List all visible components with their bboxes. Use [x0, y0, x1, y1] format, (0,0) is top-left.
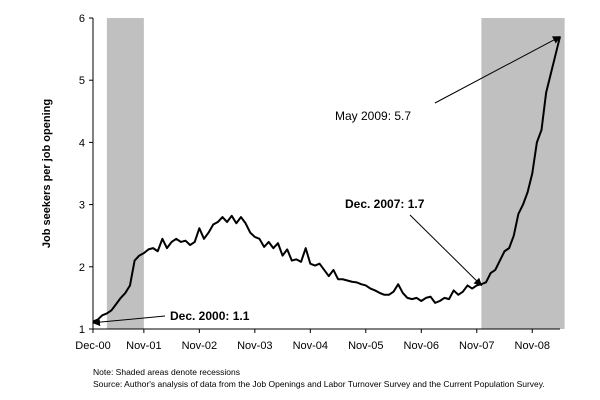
- recession-bands: [106, 18, 565, 329]
- note-text: Note: Shaded areas denote recessions: [93, 367, 240, 377]
- series-line: [92, 36, 561, 323]
- x-tick-label: Nov-02: [182, 340, 217, 352]
- annotation-arrow: [92, 315, 166, 327]
- x-tick-label: Nov-08: [515, 340, 550, 352]
- annotations: Dec. 2000: 1.1 Dec. 2007: 1.7 May 2009: 5.…: [92, 36, 561, 327]
- annotation-arrow: [409, 214, 483, 287]
- x-tick-label: Dec-00: [75, 340, 110, 352]
- annotation-arrow: [434, 36, 561, 104]
- y-tick-label: 1: [79, 324, 85, 336]
- y-tick-label: 5: [79, 75, 85, 87]
- x-tick-label: Nov-07: [459, 340, 494, 352]
- recession-band: [106, 18, 144, 329]
- annotation-label: May 2009: 5.7: [335, 109, 411, 123]
- annotation-label: Dec. 2000: 1.1: [170, 309, 250, 323]
- y-axis-label: Job seekers per job opening: [41, 99, 53, 248]
- y-tick-label: 4: [79, 137, 85, 149]
- y-tick-label: 3: [79, 200, 85, 212]
- annotation-label: Dec. 2007: 1.7: [345, 197, 425, 211]
- x-tick-label: Nov-05: [348, 340, 383, 352]
- source-text: Source: Author's analysis of data from t…: [93, 379, 545, 389]
- x-tick-label: Nov-03: [237, 340, 272, 352]
- x-tick-label: Nov-04: [293, 340, 328, 352]
- series-layer: [92, 36, 561, 323]
- axes: 1 2 3 4 5 6 Dec-00 Nov-01 Nov-02 Nov-03 Nov-04 Nov-…: [41, 13, 560, 352]
- x-tick-label: Nov-01: [126, 340, 161, 352]
- y-tick-label: 6: [79, 13, 85, 25]
- x-tick-label: Nov-06: [404, 340, 439, 352]
- y-tick-label: 2: [79, 262, 85, 274]
